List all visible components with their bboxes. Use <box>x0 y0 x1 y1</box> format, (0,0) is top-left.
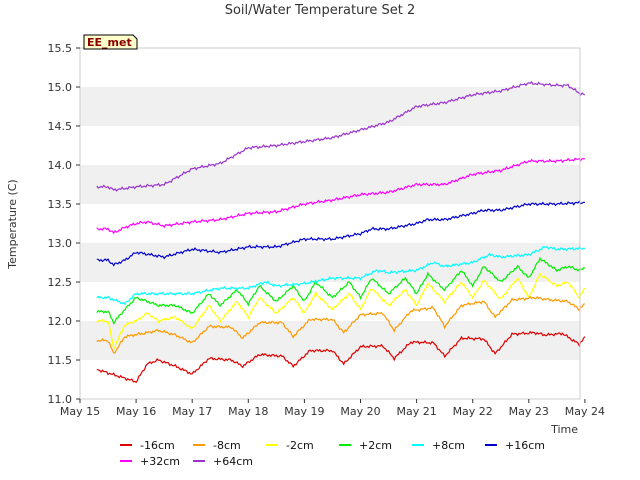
x-tick-label: May 21 <box>396 405 436 418</box>
y-tick-label: 15.5 <box>48 42 73 55</box>
plot-frame <box>79 47 581 400</box>
y-tick-label: 11.5 <box>48 354 73 367</box>
legend-label: +2cm <box>359 439 392 452</box>
legend-label: -16cm <box>140 439 175 452</box>
y-axis-ticks: 11.0 11.5 12.0 12.5 13.0 13.5 14.0 14.5 15.0 15.5 <box>48 42 80 406</box>
x-tick-label: May 23 <box>509 405 549 418</box>
y-tick-label: 13.5 <box>48 198 73 211</box>
x-tick-label: May 16 <box>116 405 156 418</box>
x-axis-ticks: May 15 May 16 May 17 May 18 May 19 May 20 May … <box>60 399 605 418</box>
x-tick-label: May 19 <box>284 405 324 418</box>
site-label-box: EE_met <box>83 34 138 50</box>
series-line--8cm <box>96 295 586 354</box>
series-line-+64cm <box>96 80 586 192</box>
y-tick-label: 13.0 <box>48 237 73 250</box>
series-line-+2cm <box>96 256 585 325</box>
x-tick-label: May 20 <box>340 405 380 418</box>
site-label-background <box>83 34 138 50</box>
y-tick-label: 14.5 <box>48 120 73 133</box>
grid-band <box>80 87 580 126</box>
legend-label: +64cm <box>213 455 253 468</box>
x-tick-label: May 22 <box>453 405 493 418</box>
series-line-+8cm <box>96 245 585 306</box>
legend: -16cm -8cm -2cm +2cm +8cm +16cm +32cm +64cm <box>120 439 545 468</box>
site-label: EE_met <box>87 36 132 49</box>
x-tick-label: May 15 <box>60 405 100 418</box>
legend-label: +32cm <box>140 455 180 468</box>
x-axis-label: Time <box>550 423 578 436</box>
chart-title: Soil/Water Temperature Set 2 <box>225 3 416 18</box>
series-line-+32cm <box>96 157 585 235</box>
grid-band <box>80 243 580 282</box>
y-tick-label: 15.0 <box>48 81 73 94</box>
x-tick-label: May 17 <box>172 405 212 418</box>
x-tick-label: May 18 <box>228 405 268 418</box>
series-line-+16cm <box>96 200 585 267</box>
x-tick-label: May 24 <box>565 405 605 418</box>
grid-band <box>80 321 580 360</box>
y-tick-label: 12.0 <box>48 315 73 328</box>
series-line--2cm <box>96 272 586 350</box>
legend-label: +16cm <box>505 439 545 452</box>
legend-label: -2cm <box>286 439 314 452</box>
series-lines <box>96 80 586 384</box>
grid-bands <box>80 87 580 360</box>
y-tick-label: 12.5 <box>48 276 73 289</box>
legend-label: -8cm <box>213 439 241 452</box>
series-line--16cm <box>96 330 586 384</box>
y-axis-label: Temperature (C) <box>6 179 19 269</box>
y-tick-label: 14.0 <box>48 159 73 172</box>
y-tick-label: 11.0 <box>48 393 73 406</box>
legend-label: +8cm <box>432 439 465 452</box>
